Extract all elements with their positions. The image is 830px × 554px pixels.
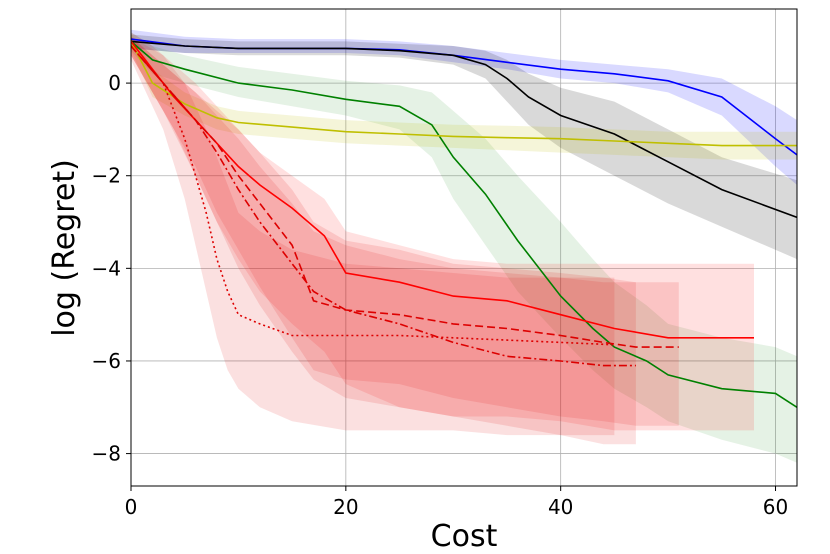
line-yellow <box>131 41 797 147</box>
line-red-dashdot <box>131 45 636 367</box>
band-green <box>131 32 797 463</box>
grid-lines <box>130 9 797 486</box>
y-tick-label: −6 <box>92 349 121 373</box>
y-axis-label: log (Regret) <box>47 159 82 337</box>
y-tick-label: −8 <box>92 442 121 466</box>
band-blue <box>131 29 797 185</box>
x-tick-label: 40 <box>548 495 573 519</box>
line-black <box>131 40 797 219</box>
y-tick-label: 0 <box>108 71 121 95</box>
x-tick-label: 0 <box>125 495 138 519</box>
plot-frame <box>130 8 798 487</box>
y-tick-label: −4 <box>92 256 121 280</box>
x-tick-label: 20 <box>333 495 358 519</box>
band-red-dashed <box>131 36 679 426</box>
band-red-dashdot <box>131 36 636 445</box>
confidence-bands <box>131 29 797 463</box>
band-red-solid <box>131 32 754 431</box>
line-green <box>131 40 797 408</box>
series-lines <box>131 38 797 408</box>
y-tick-label: −2 <box>92 164 121 188</box>
band-black <box>131 34 797 260</box>
x-axis-label: Cost <box>431 519 498 554</box>
band-red-dotted <box>131 36 615 436</box>
x-tick-label: 60 <box>763 495 788 519</box>
line-red-dashed <box>131 45 679 348</box>
axis-ticks: 0 20 40 60 −8 −6 −4 −2 0 <box>92 71 789 519</box>
